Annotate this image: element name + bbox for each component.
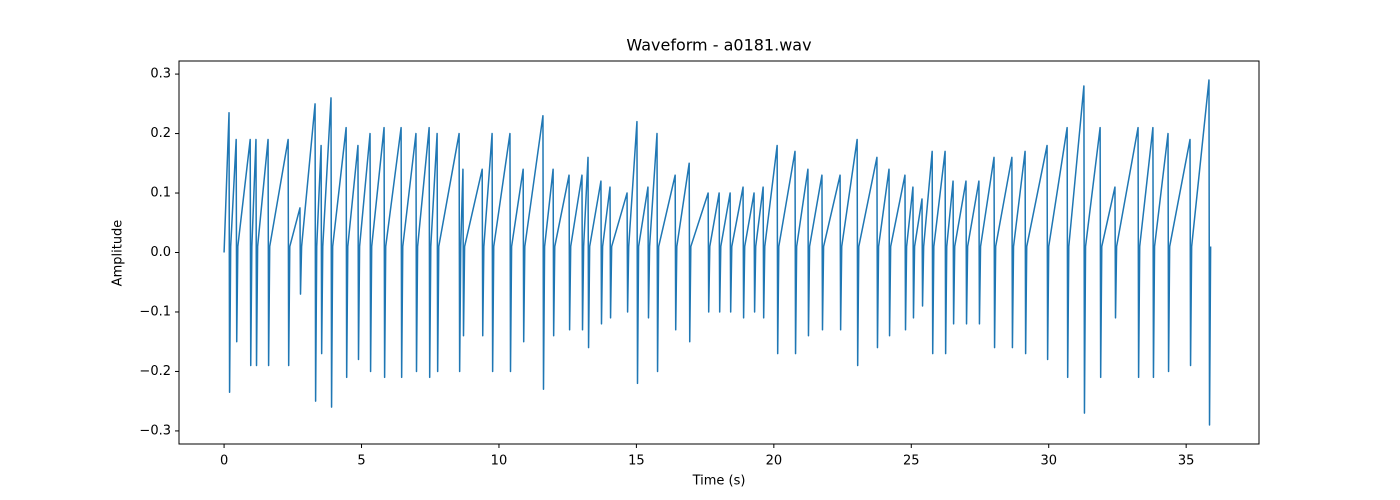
x-tick-label: 25 — [903, 454, 920, 469]
y-tick-label: 0.3 — [150, 67, 171, 82]
y-tick-label: −0.2 — [139, 364, 171, 379]
x-tick-label: 35 — [1178, 454, 1195, 469]
x-tick-label: 5 — [357, 454, 365, 469]
y-axis-label: Amplitude — [111, 220, 126, 287]
plot-frame — [178, 60, 1260, 445]
x-tick-label: 0 — [220, 454, 228, 469]
y-tick-label: 0.0 — [150, 245, 171, 260]
x-tick-label: 30 — [1040, 454, 1057, 469]
x-tick-label: 20 — [766, 454, 783, 469]
chart-title: Waveform - a0181.wav — [626, 36, 811, 55]
y-tick-label: 0.2 — [150, 126, 171, 141]
waveform-line — [223, 79, 1212, 426]
x-tick-label: 10 — [491, 454, 508, 469]
y-tick-label: −0.3 — [139, 423, 171, 438]
y-tick-label: −0.1 — [139, 304, 171, 319]
x-tick-label: 15 — [628, 454, 645, 469]
x-axis-label: Time (s) — [692, 474, 746, 489]
y-tick-label: 0.1 — [150, 186, 171, 201]
